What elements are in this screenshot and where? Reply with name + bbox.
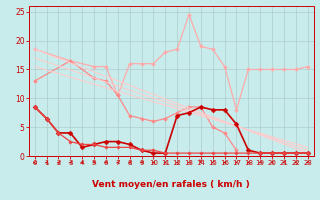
X-axis label: Vent moyen/en rafales ( km/h ): Vent moyen/en rafales ( km/h ) [92, 180, 250, 189]
